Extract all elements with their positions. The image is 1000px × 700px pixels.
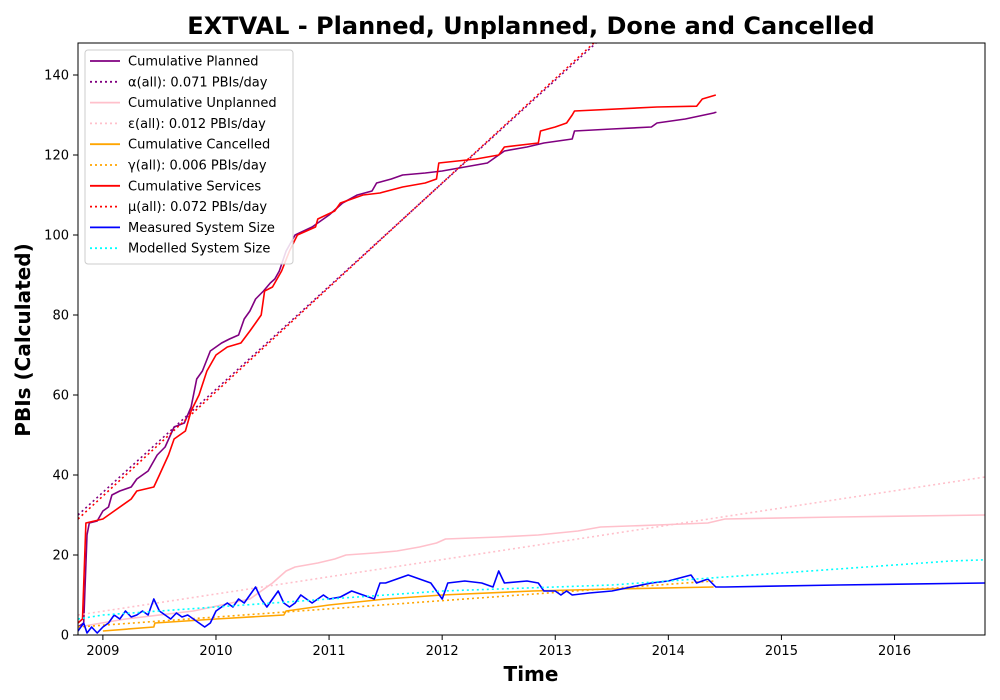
legend-label-2: α(all): 0.071 PBIs/day (128, 75, 268, 90)
series-line-10 (78, 559, 985, 620)
x-tick-label: 2014 (652, 644, 685, 659)
x-tick-label: 2016 (878, 644, 911, 659)
series-line-3 (78, 514, 985, 628)
legend-label-3: Cumulative Unplanned (128, 96, 277, 111)
plot-frame (77, 42, 986, 636)
series-line-9 (78, 570, 985, 634)
y-axis-title: PBIs (Calculated) (11, 243, 35, 436)
y-axis: 0 20 40 60 80 100 120 140 (44, 69, 78, 644)
legend: Cumulative Planned α(all): 0.071 PBIs/day… (84, 49, 294, 265)
y-tick-label: 80 (52, 309, 69, 324)
series-line-4 (78, 476, 985, 616)
y-tick-label: 100 (44, 229, 69, 244)
legend-label-10: Modelled System Size (128, 242, 270, 257)
y-tick-label: 120 (44, 149, 69, 164)
y-tick-label: 20 (52, 549, 69, 564)
x-axis-title: Time (504, 662, 559, 686)
legend-label-6: γ(all): 0.006 PBIs/day (128, 159, 267, 174)
x-tick-label: 2012 (426, 644, 459, 659)
chart-title: EXTVAL - Planned, Unplanned, Done and Ca… (187, 12, 874, 40)
legend-label-7: Cumulative Services (128, 179, 261, 194)
x-tick-label: 2015 (765, 644, 798, 659)
legend-label-8: μ(all): 0.072 PBIs/day (128, 200, 267, 215)
legend-label-5: Cumulative Cancelled (128, 138, 270, 153)
y-tick-label: 0 (61, 629, 69, 644)
y-tick-label: 140 (44, 69, 69, 84)
legend-label-1: Cumulative Planned (128, 55, 258, 70)
series-line-6 (78, 580, 714, 628)
x-tick-label: 2009 (86, 644, 119, 659)
legend-label-4: ε(all): 0.012 PBIs/day (128, 117, 266, 132)
series-line-1 (78, 111, 717, 628)
x-tick-label: 2011 (313, 644, 346, 659)
x-axis: 2009 2010 2011 2012 2013 2014 2015 2016 (86, 635, 911, 659)
legend-label-9: Measured System Size (128, 221, 275, 236)
y-tick-label: 40 (52, 469, 69, 484)
x-tick-label: 2013 (539, 644, 572, 659)
x-tick-label: 2010 (199, 644, 232, 659)
legend-box (84, 49, 294, 265)
y-tick-label: 60 (52, 389, 69, 404)
